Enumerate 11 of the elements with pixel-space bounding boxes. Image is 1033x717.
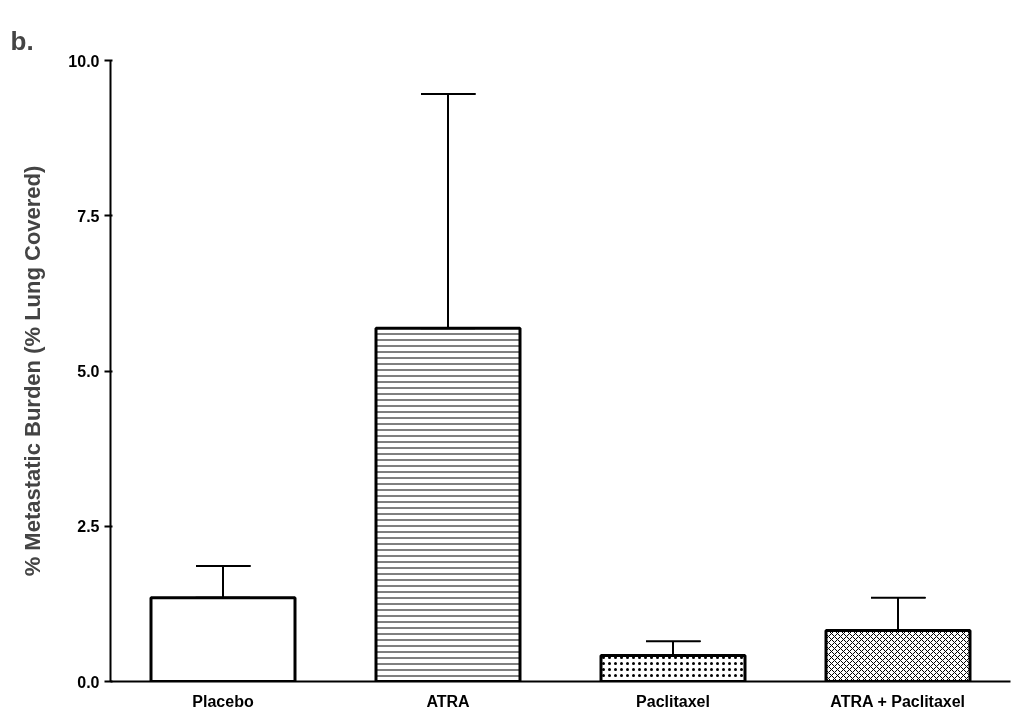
- x-tick-label: ATRA + Paclitaxel: [830, 692, 966, 710]
- x-tick-label: Placebo: [192, 692, 254, 710]
- text: b.: [10, 25, 34, 56]
- x-tick-label: Paclitaxel: [636, 692, 710, 710]
- y-axis-title: % Metastatic Burden (% Lung Covered): [20, 165, 46, 577]
- y-tick-label: 5.0: [77, 363, 100, 380]
- x-tick-label: ATRA: [426, 692, 471, 710]
- y-tick-label: 0.0: [77, 673, 100, 691]
- y-tick-label: 2.5: [77, 518, 100, 536]
- y-tick-label: 10.0: [68, 52, 100, 70]
- y-tick-label: 7.5: [77, 207, 100, 225]
